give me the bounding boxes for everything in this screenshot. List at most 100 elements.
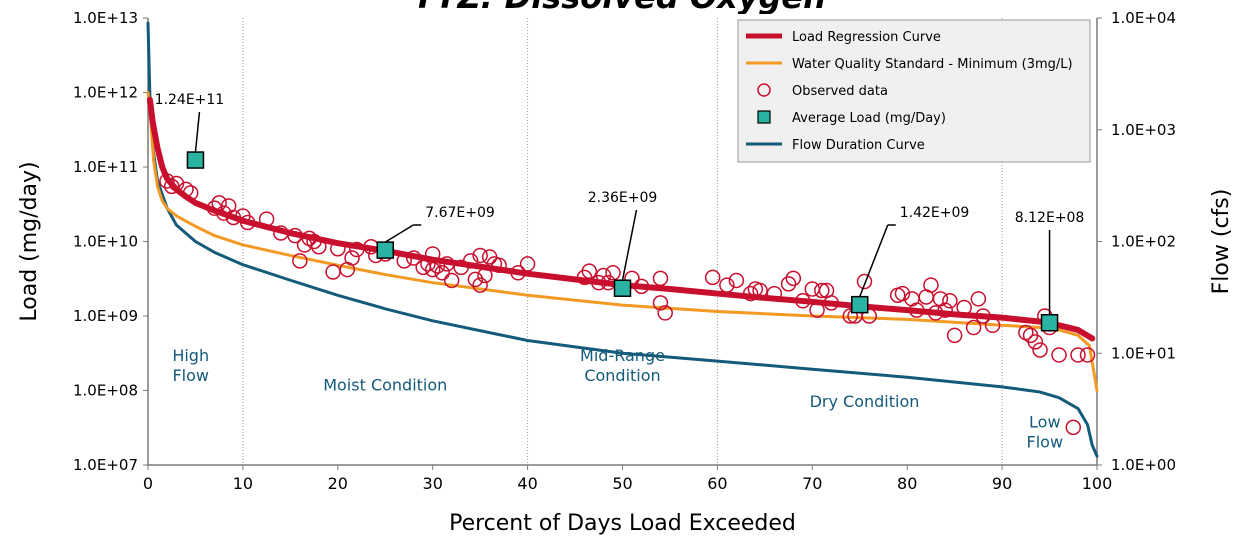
y-right-tick-label: 1.0E+00 [1111, 456, 1176, 474]
x-tick-label: 60 [707, 474, 727, 493]
region-label: Low [1029, 412, 1061, 431]
y-left-tick-label: 1.0E+11 [73, 158, 138, 176]
observed-data-point [624, 270, 640, 287]
observed-data-point [301, 230, 318, 247]
observed-data-point [942, 293, 958, 309]
observed-data-point [472, 247, 488, 264]
y-left-tick-label: 1.0E+08 [73, 382, 138, 400]
region-label: Moist Condition [323, 376, 447, 395]
observed-data-point [861, 308, 877, 324]
region-label: Flow [1027, 432, 1064, 451]
chart-title-fragment: TTZ: Dissolved Oxygen [0, 0, 1239, 14]
average-load-marker [1040, 313, 1059, 332]
observed-data-point [956, 299, 972, 316]
observed-data-point [434, 265, 450, 281]
y-right-tick-label: 1.0E+03 [1111, 121, 1176, 139]
observed-data-point [491, 257, 507, 273]
observed-data-point [344, 250, 360, 266]
observed-data-point [182, 185, 199, 201]
observed-data-point [581, 263, 598, 279]
observed-data-point [923, 277, 939, 293]
observed-data-point [424, 261, 441, 278]
y-axis-right-label: Flow (cfs) [1209, 189, 1234, 295]
observed-data-point [292, 253, 308, 269]
average-load-leader [859, 224, 889, 297]
observed-data-point [239, 214, 256, 231]
observed-data-point [405, 250, 422, 266]
average-load-label: 8.12E+08 [1015, 210, 1085, 226]
observed-data-point [420, 256, 436, 272]
observed-data-point [178, 181, 194, 198]
observed-data-point [785, 270, 802, 287]
y-left-tick-label: 1.0E+13 [73, 9, 138, 27]
x-tick-label: 10 [233, 474, 253, 493]
legend-swatch [757, 110, 771, 124]
x-tick-label: 90 [992, 474, 1012, 493]
average-load-label: 1.42E+09 [900, 205, 970, 221]
observed-data-point [306, 233, 322, 250]
observed-data-point [311, 239, 327, 255]
x-tick-label: 40 [517, 474, 537, 493]
observed-data-point [519, 256, 536, 272]
observed-data-point [467, 271, 484, 288]
observed-data-point [159, 173, 175, 189]
legend-label: Observed data [792, 84, 888, 99]
observed-data-point [856, 273, 873, 290]
observed-data-point [462, 253, 479, 269]
observed-data-point [965, 319, 982, 336]
observed-data-point [809, 302, 825, 318]
observed-data-point [970, 291, 987, 307]
observed-data-point [927, 305, 944, 321]
region-label: Flow [172, 366, 209, 385]
observed-data-point [894, 285, 911, 302]
observed-data-point [439, 256, 455, 272]
x-tick-label: 0 [143, 474, 153, 493]
observed-data-point [1070, 347, 1086, 363]
water-quality-standard-line [146, 91, 1099, 392]
observed-data-point [657, 305, 673, 321]
observed-data-point [1051, 347, 1067, 363]
average-load-marker [851, 295, 869, 314]
observed-data-point [330, 240, 346, 257]
observed-data-point [842, 308, 859, 324]
observed-data-point [1032, 342, 1048, 358]
x-tick-label: 20 [328, 474, 348, 493]
legend-box [737, 19, 1091, 163]
x-tick-label: 70 [802, 474, 822, 493]
observed-data-point [719, 277, 735, 293]
observed-data-point [211, 195, 227, 211]
observed-data-point [349, 241, 365, 258]
observed-data-point [443, 272, 460, 289]
observed-data-point [908, 302, 925, 318]
observed-data-point [728, 272, 745, 289]
y-axis-left-label: Load (mg/day) [17, 161, 42, 321]
observed-data-point [1065, 419, 1082, 436]
legend-label: Load Regression Curve [792, 30, 941, 45]
y-left-tick-label: 1.0E+10 [73, 233, 138, 251]
observed-data-point [652, 270, 669, 287]
x-tick-label: 30 [423, 474, 443, 493]
average-load-label: 2.36E+09 [588, 190, 658, 206]
observed-data-point [477, 267, 493, 284]
observed-data-point [984, 317, 1001, 334]
y-right-tick-label: 1.0E+01 [1111, 344, 1176, 362]
observed-data-point [975, 308, 991, 324]
average-load-marker [613, 279, 632, 297]
observed-data-point [1027, 334, 1044, 350]
observed-data-point [225, 209, 242, 226]
legend-label: Flow Duration Curve [792, 138, 925, 153]
observed-data-point [795, 293, 811, 309]
observed-data-point [704, 269, 721, 286]
y-right-tick-label: 1.0E+04 [1111, 9, 1176, 27]
observed-data-point [752, 282, 768, 299]
observed-data-point [287, 227, 303, 244]
average-load-leader [621, 209, 638, 281]
average-load-label: 7.67E+09 [425, 205, 495, 221]
observed-data-point [937, 302, 953, 318]
observed-data-point [946, 327, 963, 344]
average-load-leader [384, 224, 414, 243]
x-tick-label: 100 [1082, 474, 1113, 493]
legend-label: Water Quality Standard - Minimum (3mg/L) [792, 57, 1073, 72]
y-left-tick-label: 1.0E+07 [73, 456, 138, 474]
